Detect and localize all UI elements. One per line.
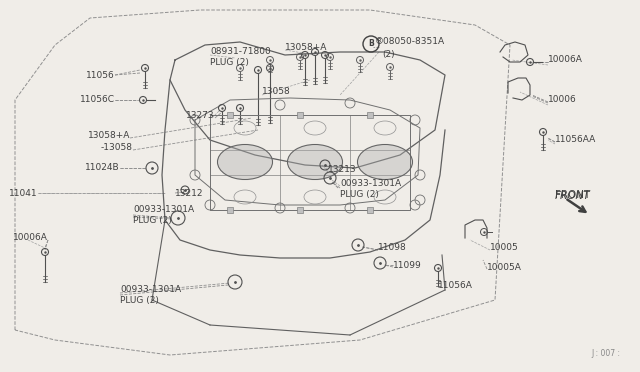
Text: 13058: 13058 [262,87,291,96]
Text: 11099: 11099 [393,260,422,269]
Text: ®08050-8351A: ®08050-8351A [375,38,445,46]
Ellipse shape [287,144,342,180]
Text: 13058+A: 13058+A [88,131,130,140]
Text: FRONT: FRONT [555,190,590,200]
Text: J : 007 :: J : 007 : [591,349,620,358]
Text: 00933-1301A: 00933-1301A [133,205,194,215]
Text: PLUG (2): PLUG (2) [340,189,379,199]
Text: B: B [368,39,374,48]
Text: FRONT: FRONT [555,191,591,201]
Text: 11056: 11056 [86,71,115,80]
Text: 00933-1301A: 00933-1301A [340,179,401,187]
Text: 10005A: 10005A [487,263,522,272]
Text: PLUG (2): PLUG (2) [210,58,249,67]
Ellipse shape [358,144,413,180]
Text: 11098: 11098 [378,244,407,253]
Text: 08931-71800: 08931-71800 [210,48,271,57]
Text: 10006A: 10006A [13,234,48,243]
Text: 10006A: 10006A [548,55,583,64]
Text: 13213: 13213 [328,166,356,174]
Text: -13058: -13058 [101,144,133,153]
Text: 00933-1301A: 00933-1301A [120,285,181,295]
Text: PLUG (2): PLUG (2) [120,296,159,305]
Text: 11056A: 11056A [438,280,473,289]
Text: 11041: 11041 [10,189,38,198]
Text: (2): (2) [382,49,395,58]
Text: 10005: 10005 [490,244,519,253]
Text: 11024B: 11024B [85,164,120,173]
Text: 11056C: 11056C [80,96,115,105]
Text: 10006: 10006 [548,96,577,105]
Text: 13058+A: 13058+A [285,42,328,51]
Text: 13212: 13212 [175,189,204,198]
Text: 11056AA: 11056AA [555,135,596,144]
Text: PLUG (2): PLUG (2) [133,217,172,225]
Text: 13273: 13273 [186,110,215,119]
Ellipse shape [218,144,273,180]
